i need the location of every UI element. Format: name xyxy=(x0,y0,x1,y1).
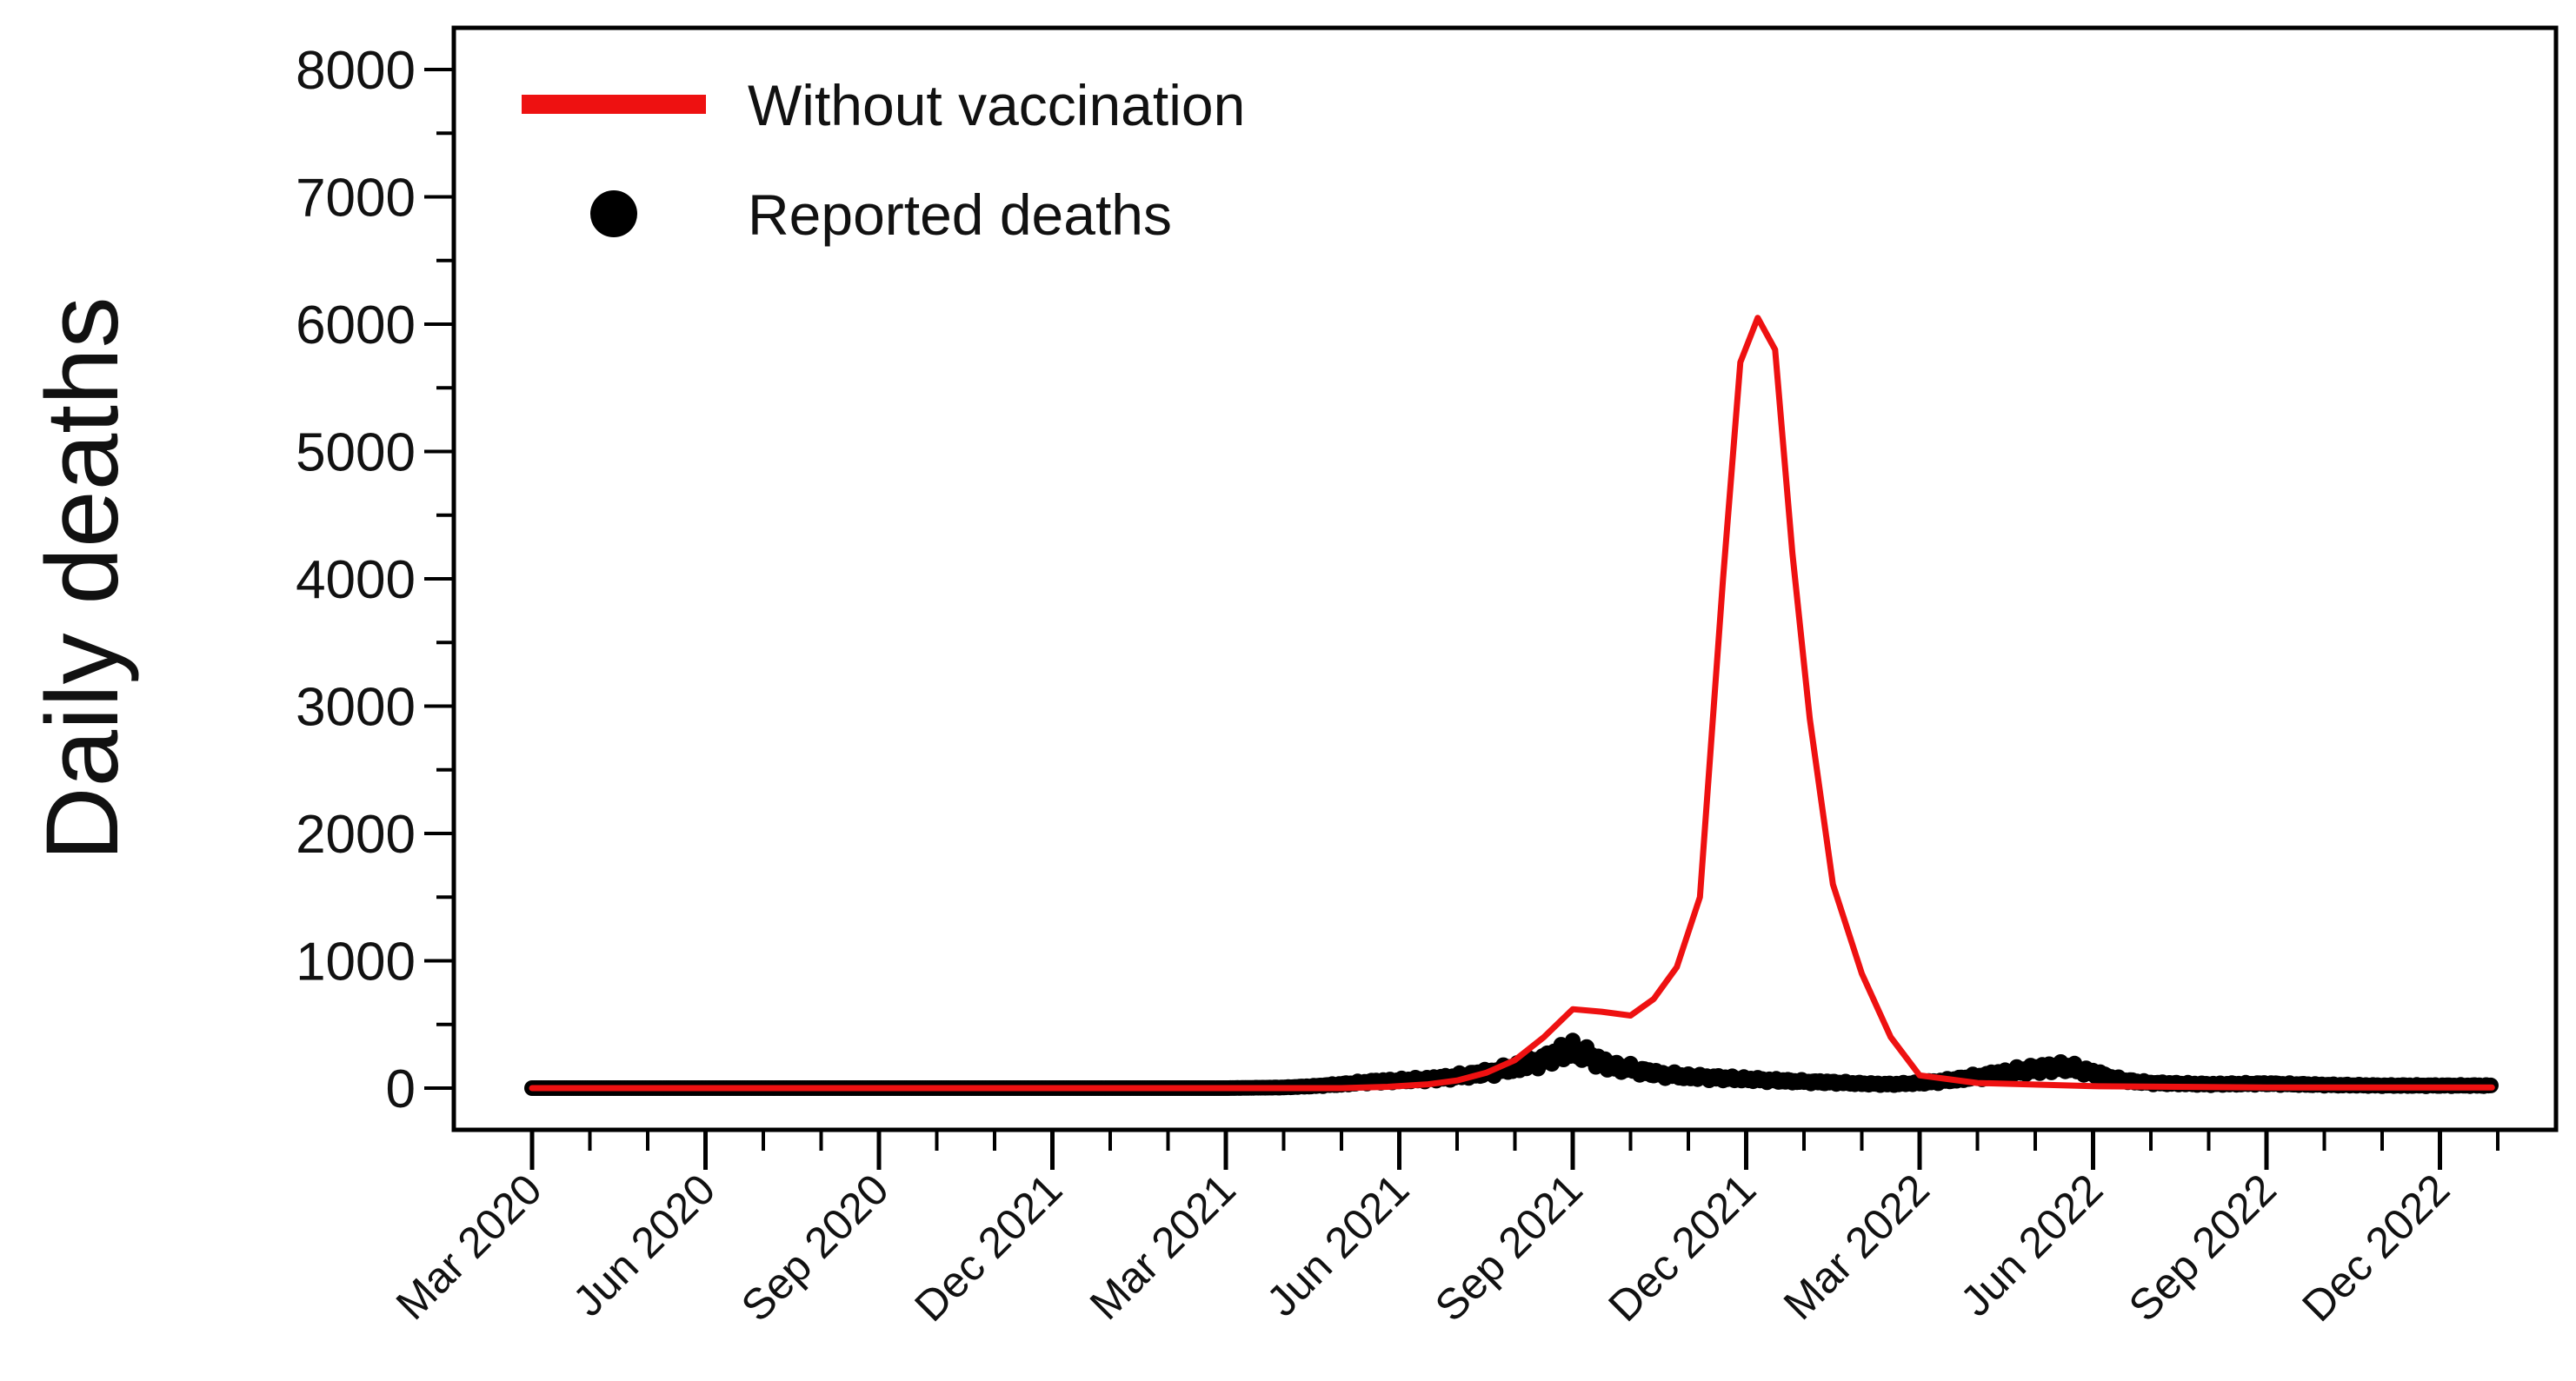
y-tick-label-7000: 7000 xyxy=(296,169,416,229)
x-tick-label-mar-2020: Mar 2020 xyxy=(387,1165,551,1329)
x-tick-label-dec-2021-a: Dec 2021 xyxy=(905,1165,1071,1331)
y-tick-label-5000: 5000 xyxy=(296,423,416,483)
legend-dot-swatch xyxy=(590,190,637,237)
x-axis-tick-labels: Mar 2020 Jun 2020 Sep 2020 Dec 2021 Mar … xyxy=(387,1165,2459,1331)
x-tick-label-sep-2020: Sep 2020 xyxy=(732,1165,898,1331)
y-tick-label-4000: 4000 xyxy=(296,550,416,610)
y-tick-label-8000: 8000 xyxy=(296,41,416,101)
x-tick-label-jun-2020: Jun 2020 xyxy=(563,1165,724,1325)
x-tick-label-dec-2022: Dec 2022 xyxy=(2293,1165,2459,1331)
y-axis-tick-labels: 0 1000 2000 3000 4000 5000 6000 7000 800… xyxy=(296,41,416,1119)
y-tick-label-3000: 3000 xyxy=(296,678,416,738)
x-tick-label-mar-2021: Mar 2021 xyxy=(1081,1165,1245,1329)
y-tick-label-2000: 2000 xyxy=(296,805,416,865)
y-axis-title: Daily deaths xyxy=(25,296,140,860)
x-axis-ticks xyxy=(529,1130,2499,1170)
legend: Without vaccination Reported deaths xyxy=(522,73,1245,247)
without-vaccination-line xyxy=(529,315,2495,1092)
x-tick-label-jun-2022: Jun 2022 xyxy=(1951,1165,2112,1325)
x-tick-label-jun-2021: Jun 2021 xyxy=(1257,1165,1418,1325)
x-tick-label-sep-2021: Sep 2021 xyxy=(1426,1165,1592,1331)
y-tick-label-1000: 1000 xyxy=(296,933,416,993)
x-tick-label-mar-2022: Mar 2022 xyxy=(1774,1165,1939,1329)
legend-label-without-vaccination: Without vaccination xyxy=(748,73,1245,137)
x-tick-label-sep-2022: Sep 2022 xyxy=(2120,1165,2286,1331)
y-tick-label-6000: 6000 xyxy=(296,295,416,355)
x-tick-label-dec-2021-b: Dec 2021 xyxy=(1599,1165,1765,1331)
y-tick-label-0: 0 xyxy=(386,1059,416,1119)
y-axis-ticks xyxy=(424,68,454,1090)
legend-label-reported-deaths: Reported deaths xyxy=(748,183,1172,247)
